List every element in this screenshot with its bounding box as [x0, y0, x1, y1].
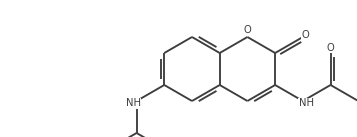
- Text: O: O: [302, 29, 309, 39]
- Text: O: O: [243, 25, 251, 35]
- Text: NH: NH: [299, 98, 314, 108]
- Text: O: O: [327, 43, 335, 53]
- Text: NH: NH: [126, 98, 141, 108]
